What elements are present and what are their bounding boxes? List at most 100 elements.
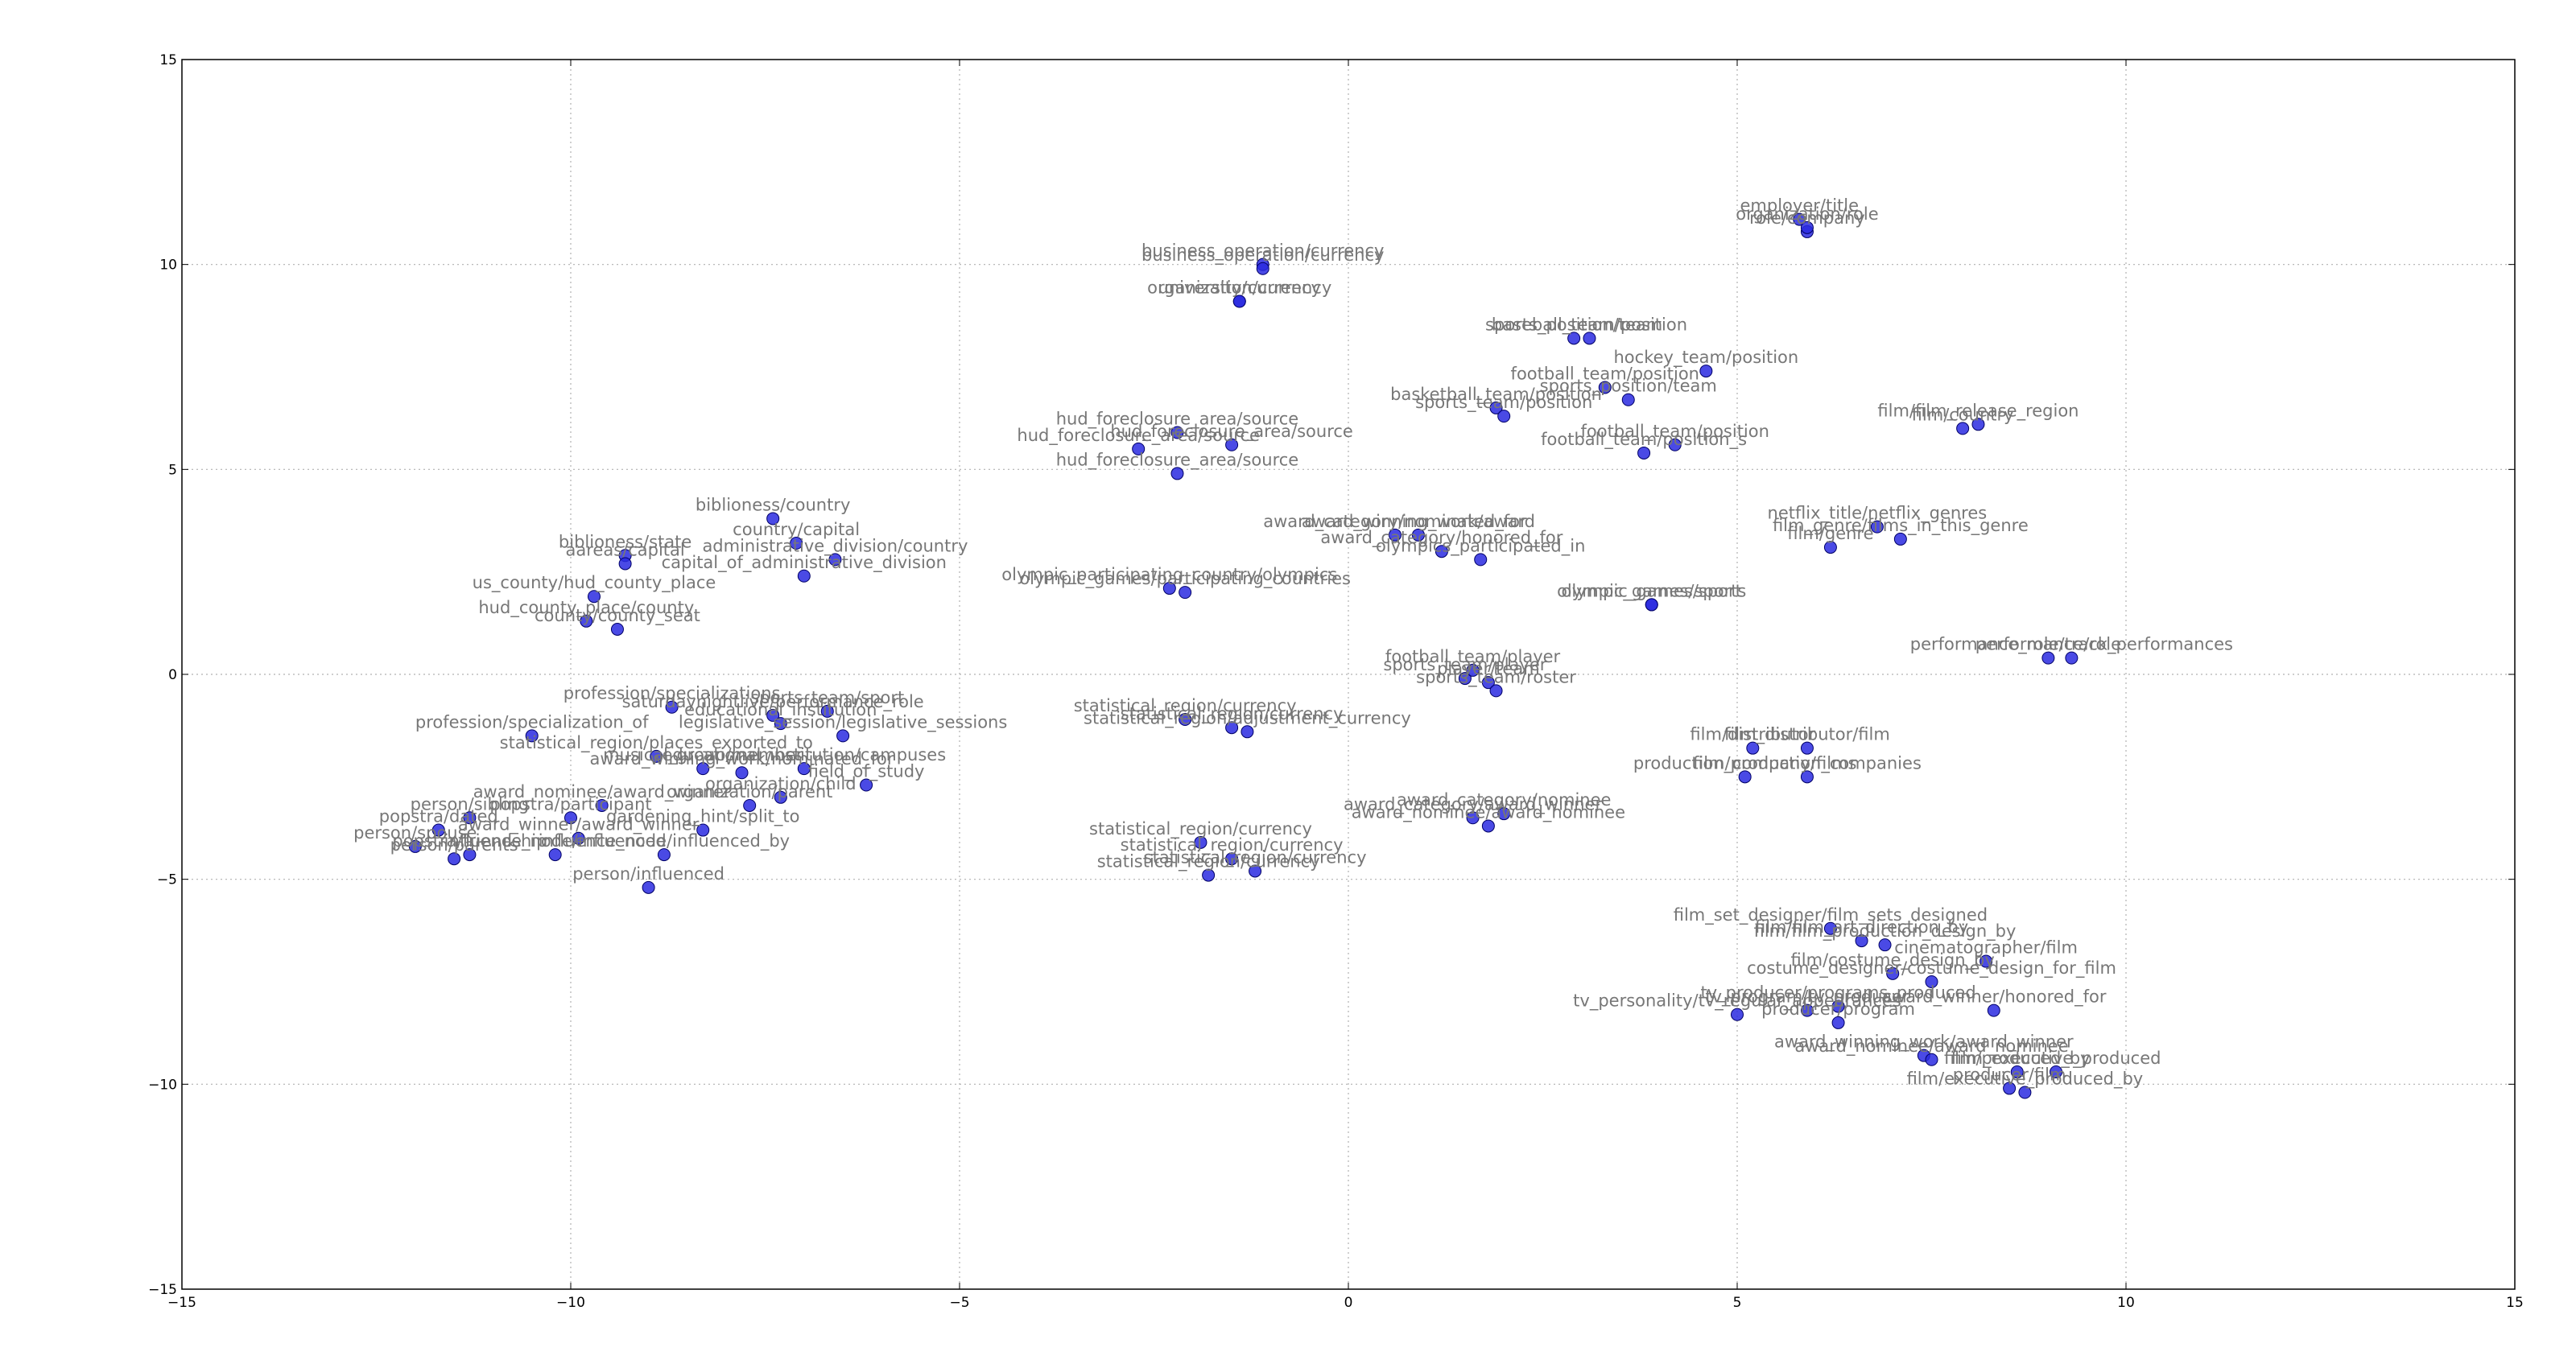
data-point — [774, 790, 787, 804]
point-label: film/distributor — [1690, 725, 1815, 744]
point-label: hud_county_place/county — [478, 598, 694, 618]
data-point — [587, 590, 601, 604]
point-label: film/country — [1912, 405, 2014, 424]
data-point — [1637, 446, 1651, 459]
point-label: educational_institution/campuses — [662, 745, 946, 765]
data-point — [820, 704, 834, 718]
point-label: organization/currency — [1147, 278, 1331, 298]
point-label: sports_position/team — [1485, 315, 1662, 335]
point-label: statistical_region/currency — [1144, 847, 1367, 867]
data-point — [1925, 1053, 1938, 1066]
data-point — [1583, 332, 1596, 345]
point-label: sports_team/roster — [1416, 667, 1576, 687]
point-label: hockey_team/position — [1614, 348, 1799, 368]
data-point — [1831, 999, 1845, 1013]
data-point — [1598, 381, 1612, 394]
data-point — [797, 569, 811, 583]
point-label: musical_group/member — [603, 745, 803, 765]
point-label: county/county_seat — [535, 606, 700, 626]
data-point — [1886, 966, 1900, 980]
data-point — [743, 798, 757, 812]
data-point — [548, 848, 562, 862]
point-label: country/capital — [733, 520, 860, 539]
data-point — [1668, 438, 1682, 451]
point-label: legislative_session/legislative_sessions — [679, 712, 1007, 732]
point-label: film/film_release_region — [1877, 401, 2079, 421]
point-label: statistical_region/adjustment_currency — [1084, 708, 1411, 728]
point-label: hud_foreclosure_area/source — [1110, 422, 1353, 442]
y-tick-label: −15 — [148, 1282, 177, 1298]
point-label: award_nominee/award_nominee — [1794, 1036, 2068, 1057]
data-point — [696, 823, 710, 837]
point-label: administrative_division/country — [702, 536, 968, 556]
data-point — [431, 823, 445, 837]
data-point — [696, 762, 710, 776]
data-point — [1466, 811, 1480, 825]
point-labels: employer/titlerole/companyorganization/r… — [353, 196, 2233, 1090]
point-label: saturdaynightlive/performance_role — [622, 692, 924, 712]
data-point — [1225, 438, 1239, 451]
y-tick-label: 10 — [159, 258, 177, 274]
data-point — [1800, 1003, 1814, 1017]
point-label: film/production_companies — [1693, 753, 1922, 773]
point-label: university/currency — [1158, 278, 1321, 298]
data-point — [1878, 938, 1892, 952]
data-point — [1481, 676, 1495, 690]
data-point — [1179, 586, 1192, 600]
x-tick-label: −5 — [949, 1295, 969, 1311]
point-label: film/executive_produced_by — [1907, 1069, 2144, 1090]
data-point — [525, 729, 539, 743]
data-point — [665, 700, 679, 714]
point-label: production_company/films — [1633, 753, 1857, 773]
data-point — [2065, 651, 2079, 665]
data-point — [448, 852, 461, 866]
data-point — [1249, 864, 1262, 878]
point-label: employer/title — [1740, 196, 1860, 216]
data-point — [1411, 528, 1425, 542]
point-label: costume_designer/costume_design_for_film — [1747, 958, 2116, 979]
data-point — [860, 778, 873, 792]
point-label: person/parents — [390, 835, 518, 855]
point-label: award_category/award_winner — [1344, 794, 1602, 814]
data-point — [1956, 422, 1970, 435]
point-label: aareas/capital — [566, 540, 685, 559]
point-label: performance_role/track_performances — [1910, 635, 2233, 655]
point-label: producer/program — [1761, 999, 1915, 1019]
point-label: statistical_region/currency — [1121, 704, 1344, 724]
data-point — [1170, 426, 1184, 439]
point-label: producer/film — [1953, 1065, 2066, 1084]
data-point — [774, 717, 787, 731]
y-tick-label: 15 — [159, 52, 177, 68]
data-point — [1731, 1008, 1744, 1021]
point-label: organization/child — [705, 774, 857, 793]
data-point — [1738, 770, 1752, 784]
data-point — [1489, 684, 1503, 698]
x-tick-label: 15 — [2506, 1295, 2524, 1311]
point-label: award_nominee/award_winner — [473, 782, 731, 802]
data-point — [1793, 212, 1806, 226]
point-label: statistical_region/currency — [1121, 835, 1344, 855]
point-label: film_executive_produced — [1951, 1049, 2161, 1069]
data-point — [1645, 598, 1658, 612]
data-point — [2041, 651, 2055, 665]
point-label: film/costume_design_by — [1791, 950, 1995, 970]
point-label: performance/role — [1975, 635, 2121, 654]
point-label: olympic_games/participating_countries — [1019, 569, 1351, 589]
point-label: influence_node/influenced — [444, 831, 667, 851]
point-label: role/company — [1749, 208, 1865, 228]
data-point — [1800, 741, 1814, 755]
point-label: football_team/position_s — [1541, 430, 1747, 450]
point-label: film_genre/films_in_this_genre — [1773, 516, 2029, 536]
point-label: statistical_region/currency — [1074, 696, 1297, 716]
point-label: organization/parent — [667, 782, 832, 802]
point-label: business_operation/currency — [1141, 241, 1384, 262]
point-label: hud_foreclosure_area/source — [1056, 450, 1299, 470]
point-label: person/spouse — [353, 823, 477, 843]
point-label: football_team/player — [1385, 647, 1561, 667]
point-label: profession/specialization_of — [415, 712, 649, 732]
data-point — [1241, 725, 1254, 739]
point-label: educational_institution — [684, 700, 877, 720]
data-point — [1497, 410, 1511, 423]
data-point — [766, 708, 780, 722]
